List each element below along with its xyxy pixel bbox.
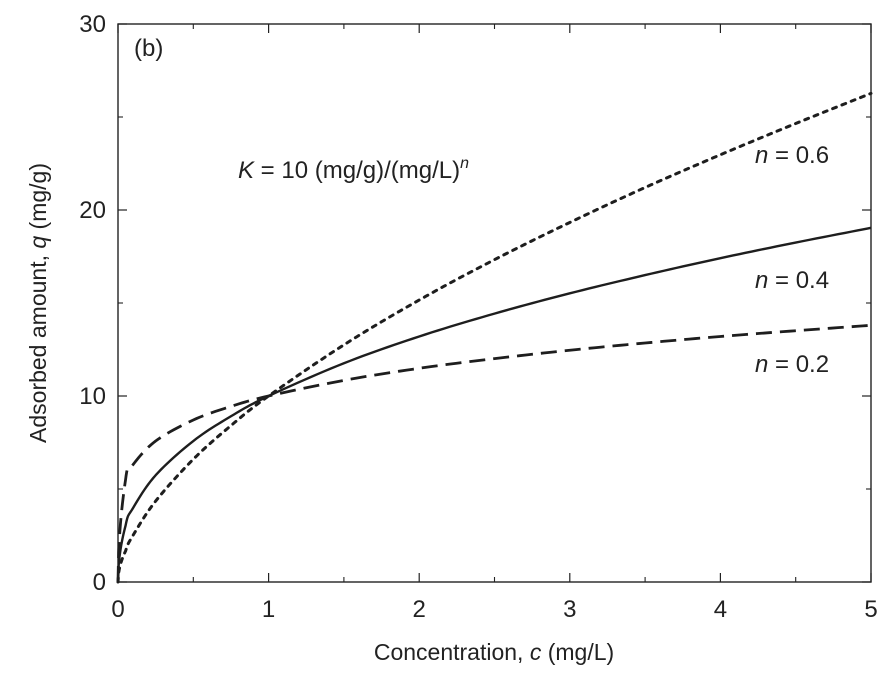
series-line-n-0-2 <box>116 323 872 583</box>
y-axis-title: Adsorbed amount, q (mg/g) <box>25 163 51 443</box>
series-label-n02-var: n <box>755 351 768 378</box>
equation-text: = 10 (mg/g)/(mg/L) <box>254 157 460 184</box>
y-axis-title-text: Adsorbed amount, <box>25 249 51 443</box>
x-axis-title-text: Concentration, <box>374 639 530 665</box>
x-axis-title-var: c <box>530 639 542 665</box>
series-label-n04-eq: = 0.4 <box>768 267 829 294</box>
series-label-n06: n = 0.6 <box>755 142 829 169</box>
series-layer <box>116 91 873 584</box>
series-label-n02: n = 0.2 <box>755 351 829 378</box>
equation-sup: n <box>460 155 469 172</box>
y-tick-label: 0 <box>93 569 106 596</box>
y-tick-label: 10 <box>79 383 106 410</box>
y-tick-label: 30 <box>79 11 106 38</box>
panel-label: (b) <box>134 35 163 62</box>
series-label-n04: n = 0.4 <box>755 267 829 294</box>
series-label-n04-var: n <box>755 267 768 294</box>
y-tick-labels: 0 10 20 30 <box>79 11 106 596</box>
equation-var: K <box>238 157 255 184</box>
plot-frame <box>117 23 872 583</box>
x-axis-title-unit: (mg/L) <box>541 639 614 665</box>
y-axis-title-unit: (mg/g) <box>25 163 51 236</box>
x-tick-label: 4 <box>714 596 727 623</box>
series-label-n06-var: n <box>755 142 768 169</box>
equation-annotation: K = 10 (mg/g)/(mg/L)n <box>238 155 469 184</box>
series-line-n-0-6 <box>116 91 873 584</box>
x-tick-labels: 0 1 2 3 4 5 <box>111 596 877 623</box>
y-axis-title-var: q <box>25 236 51 249</box>
x-axis-title: Concentration, c (mg/L) <box>374 639 614 665</box>
y-tick-label: 20 <box>79 197 106 224</box>
series-label-n06-eq: = 0.6 <box>768 142 829 169</box>
series-label-n02-eq: = 0.2 <box>768 351 829 378</box>
x-tick-label: 2 <box>413 596 426 623</box>
x-tick-label: 1 <box>262 596 275 623</box>
x-tick-label: 0 <box>111 596 124 623</box>
x-tick-label: 3 <box>563 596 576 623</box>
x-tick-label: 5 <box>864 596 877 623</box>
axis-ticks <box>117 23 872 583</box>
series-line-n-0-4 <box>116 226 872 583</box>
